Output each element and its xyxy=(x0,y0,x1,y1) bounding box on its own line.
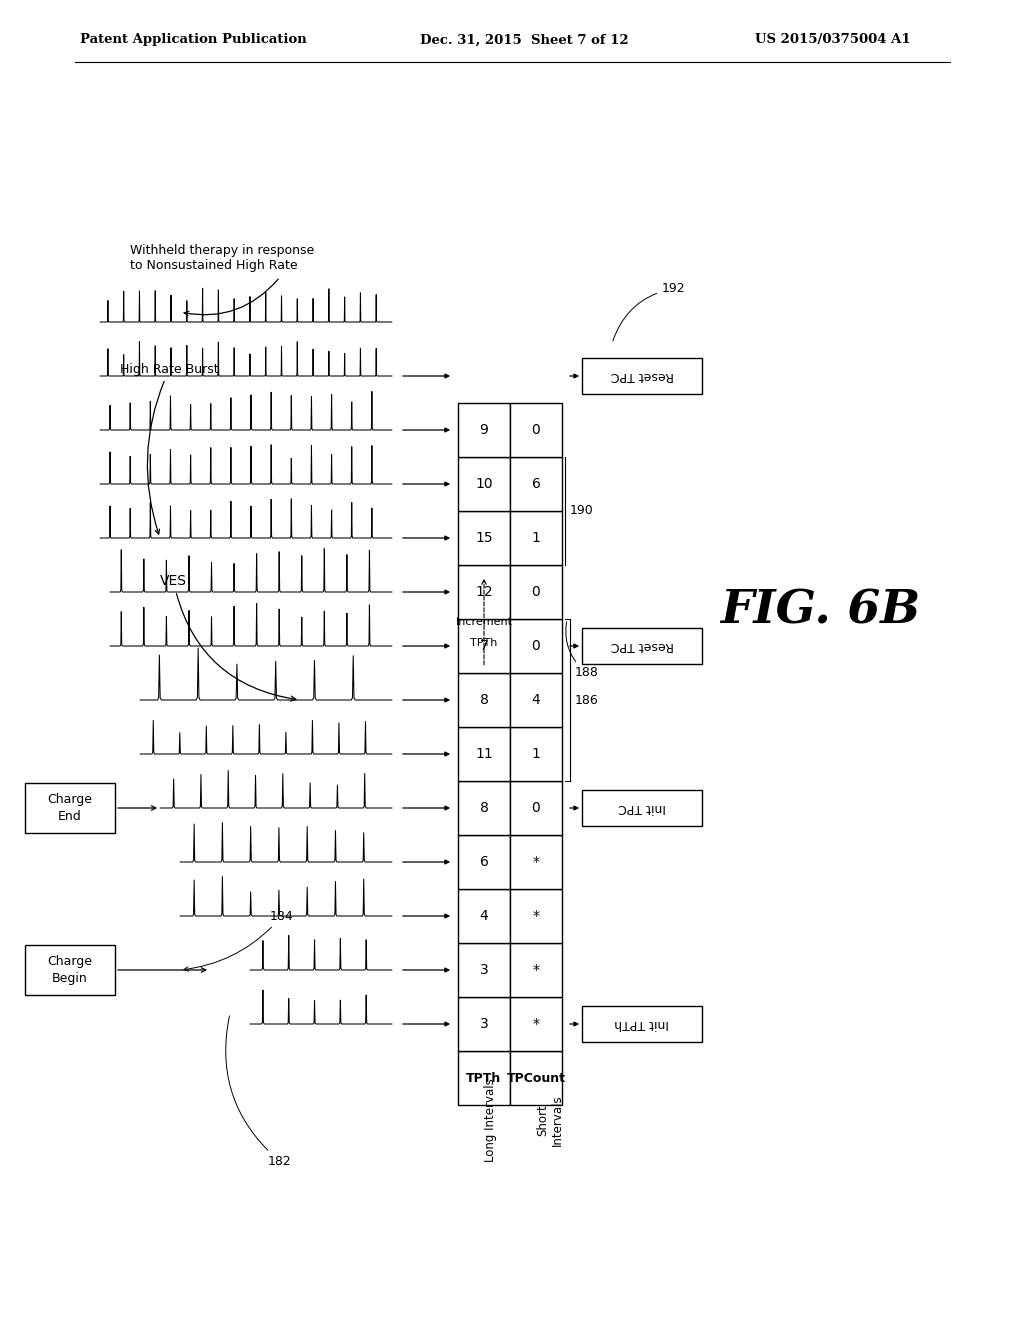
Bar xyxy=(510,781,562,836)
Text: 8: 8 xyxy=(479,693,488,708)
Bar xyxy=(458,565,510,619)
Bar xyxy=(510,403,562,457)
Bar xyxy=(510,942,562,997)
Bar xyxy=(458,619,510,673)
Text: 0: 0 xyxy=(531,422,541,437)
Bar xyxy=(510,457,562,511)
Text: 188: 188 xyxy=(566,622,599,680)
Text: 182: 182 xyxy=(225,1016,292,1168)
Text: 1: 1 xyxy=(531,531,541,545)
Bar xyxy=(510,727,562,781)
Text: *: * xyxy=(532,855,540,869)
Text: 0: 0 xyxy=(531,801,541,814)
Bar xyxy=(25,945,115,995)
Bar xyxy=(25,783,115,833)
Text: *: * xyxy=(532,1016,540,1031)
Text: Dec. 31, 2015  Sheet 7 of 12: Dec. 31, 2015 Sheet 7 of 12 xyxy=(420,33,629,46)
Text: 3: 3 xyxy=(479,964,488,977)
Text: 0: 0 xyxy=(531,585,541,599)
Bar xyxy=(582,628,702,664)
Bar xyxy=(582,358,702,393)
Text: TPTh: TPTh xyxy=(466,1072,502,1085)
Bar xyxy=(510,511,562,565)
Text: Charge
End: Charge End xyxy=(47,793,92,822)
Text: 7: 7 xyxy=(479,639,488,653)
Bar xyxy=(458,727,510,781)
Text: Reset TPC: Reset TPC xyxy=(610,639,674,652)
Text: 3: 3 xyxy=(479,1016,488,1031)
Text: Long Intervals: Long Intervals xyxy=(484,1078,497,1162)
Text: 6: 6 xyxy=(531,477,541,491)
Text: Withheld therapy in response
to Nonsustained High Rate: Withheld therapy in response to Nonsusta… xyxy=(130,244,314,272)
Text: 1: 1 xyxy=(531,747,541,762)
Text: US 2015/0375004 A1: US 2015/0375004 A1 xyxy=(755,33,910,46)
Text: 190: 190 xyxy=(570,504,594,517)
Text: 184: 184 xyxy=(184,909,294,972)
Bar xyxy=(458,997,510,1051)
Text: FIG. 6B: FIG. 6B xyxy=(720,587,920,634)
Bar xyxy=(510,1051,562,1105)
Bar xyxy=(458,1051,510,1105)
Bar xyxy=(458,457,510,511)
Bar xyxy=(510,619,562,673)
Bar xyxy=(458,781,510,836)
Text: 186: 186 xyxy=(575,693,599,706)
Bar xyxy=(582,789,702,826)
Text: *: * xyxy=(532,964,540,977)
Bar xyxy=(458,511,510,565)
Text: Init TPTh: Init TPTh xyxy=(614,1018,670,1031)
Bar xyxy=(510,565,562,619)
Bar xyxy=(458,942,510,997)
Text: 9: 9 xyxy=(479,422,488,437)
Text: TPTh: TPTh xyxy=(470,627,498,648)
Text: 10: 10 xyxy=(475,477,493,491)
Text: 11: 11 xyxy=(475,747,493,762)
Text: Init TPC: Init TPC xyxy=(618,801,666,814)
Bar xyxy=(458,888,510,942)
Text: *: * xyxy=(532,909,540,923)
Text: 4: 4 xyxy=(531,693,541,708)
Text: Patent Application Publication: Patent Application Publication xyxy=(80,33,307,46)
Text: Short
Intervals: Short Intervals xyxy=(536,1094,564,1146)
Text: 15: 15 xyxy=(475,531,493,545)
Bar xyxy=(510,836,562,888)
Text: High Rate Burst: High Rate Burst xyxy=(120,363,219,535)
Bar xyxy=(582,1006,702,1041)
Text: 12: 12 xyxy=(475,585,493,599)
Text: Reset TPC: Reset TPC xyxy=(610,370,674,383)
Bar xyxy=(510,673,562,727)
Text: Increment: Increment xyxy=(456,616,512,627)
Text: 192: 192 xyxy=(612,282,686,341)
Text: 0: 0 xyxy=(531,639,541,653)
Text: 4: 4 xyxy=(479,909,488,923)
Bar xyxy=(458,403,510,457)
Text: TPCount: TPCount xyxy=(507,1072,565,1085)
Bar xyxy=(510,888,562,942)
Text: Charge
Begin: Charge Begin xyxy=(47,954,92,985)
Text: VES: VES xyxy=(160,574,296,701)
Bar xyxy=(458,673,510,727)
Bar xyxy=(510,997,562,1051)
Bar xyxy=(458,836,510,888)
Text: 6: 6 xyxy=(479,855,488,869)
Text: 8: 8 xyxy=(479,801,488,814)
